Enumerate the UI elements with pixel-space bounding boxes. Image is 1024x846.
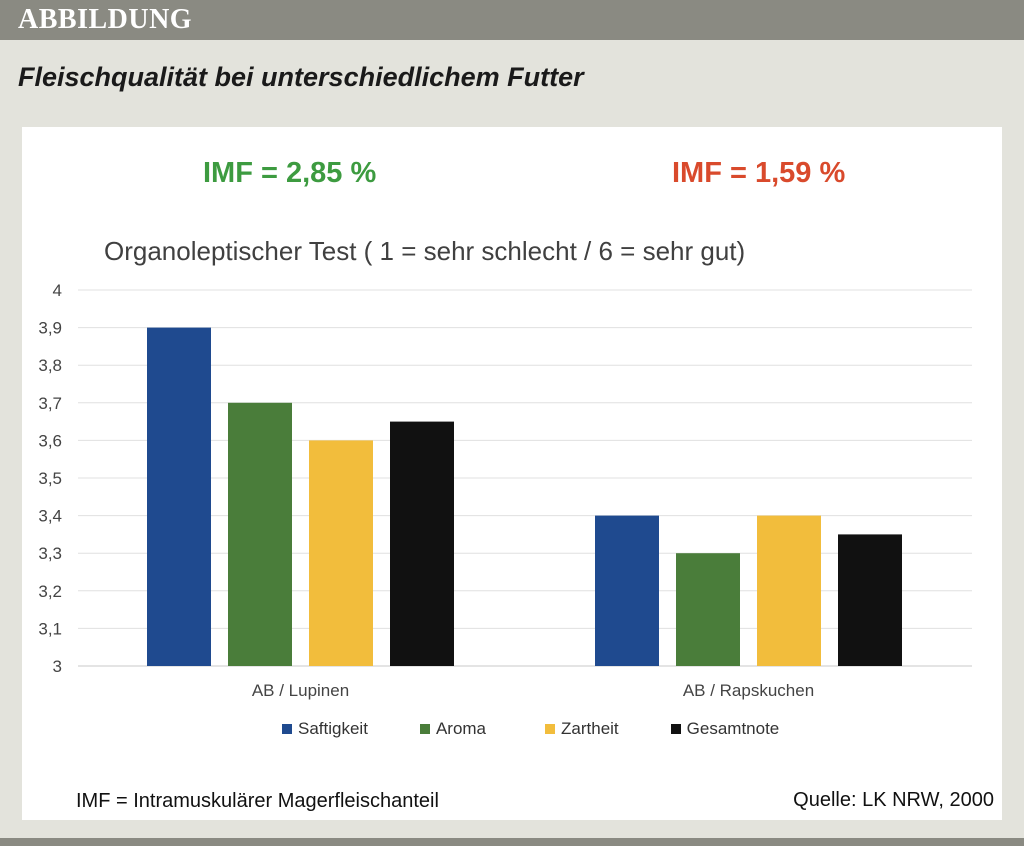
legend-label: Saftigkeit <box>298 719 368 738</box>
header-label: ABBILDUNG <box>18 4 193 35</box>
y-tick-label: 3,4 <box>38 507 62 526</box>
legend-label: Gesamtnote <box>686 719 780 738</box>
bar-saftigkeit-1 <box>147 327 211 666</box>
y-tick-label: 3,5 <box>38 469 62 488</box>
bar-zartheit-1 <box>309 440 373 666</box>
legend-swatch <box>545 724 556 734</box>
legend: Saftigkeit Aroma Zartheit Gesamtnote <box>282 719 779 739</box>
y-tick-label: 3,9 <box>38 319 62 338</box>
x-category-label: AB / Lupinen <box>252 681 349 700</box>
legend-item-saftigkeit: Saftigkeit <box>282 719 368 739</box>
bar-zartheit-2 <box>757 515 821 666</box>
imf-left-label: IMF = 2,85 % <box>203 157 377 189</box>
x-category-label: AB / Rapskuchen <box>683 681 814 700</box>
source-note: Quelle: LK NRW, 2000 <box>793 789 994 811</box>
legend-item-aroma: Aroma <box>419 719 487 739</box>
bar-gesamtnote-1 <box>390 421 454 666</box>
bar-gesamtnote-2 <box>838 534 902 666</box>
legend-swatch <box>419 724 430 734</box>
bar-aroma-1 <box>228 402 292 666</box>
bar-aroma-2 <box>676 553 740 666</box>
legend-label: Aroma <box>435 719 487 738</box>
imf-right-label: IMF = 1,59 % <box>672 157 846 189</box>
legend-swatch <box>670 724 681 734</box>
y-tick-label: 3,7 <box>38 394 62 413</box>
legend-item-gesamtnote: Gesamtnote <box>670 719 780 739</box>
bar-saftigkeit-2 <box>595 515 659 666</box>
y-tick-label: 3,6 <box>38 431 62 450</box>
figure-title: Fleischqualität bei unterschiedlichem Fu… <box>18 62 584 92</box>
y-tick-label: 4 <box>53 281 62 300</box>
header-bar: ABBILDUNG <box>0 0 1024 40</box>
y-tick-label: 3,8 <box>38 356 62 375</box>
legend-label: Zartheit <box>561 719 619 738</box>
legend-swatch <box>282 724 292 734</box>
y-tick-label: 3,1 <box>38 619 62 638</box>
y-tick-label: 3 <box>53 657 62 676</box>
y-tick-label: 3,2 <box>38 582 62 601</box>
bottom-bar <box>0 838 1024 846</box>
chart-title: Organoleptischer Test ( 1 = sehr schlech… <box>104 236 746 266</box>
footnote: IMF = Intramuskulärer Magerfleischanteil <box>76 790 439 812</box>
legend-item-zartheit: Zartheit <box>545 719 619 739</box>
y-tick-label: 3,3 <box>38 544 62 563</box>
